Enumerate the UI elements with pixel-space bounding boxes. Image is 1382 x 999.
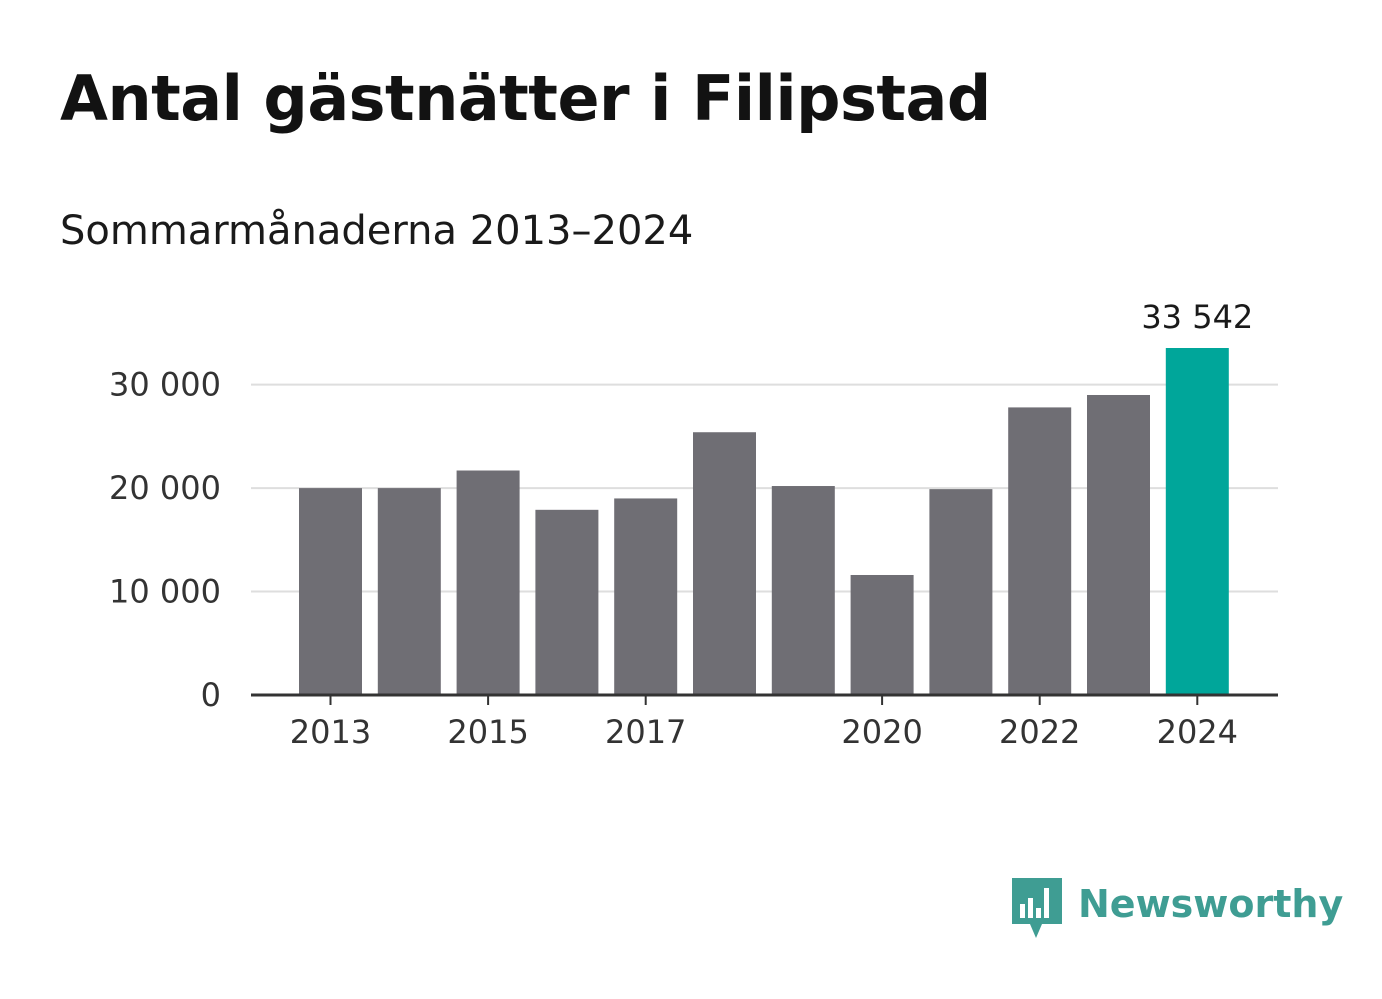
x-tick-label: 2015 <box>447 713 528 751</box>
bar-2016 <box>535 509 599 695</box>
y-tick-label: 10 000 <box>109 573 221 611</box>
newsworthy-chart-bubble-icon <box>1012 878 1062 938</box>
y-tick-label: 0 <box>201 676 221 714</box>
bar-2014 <box>377 488 441 695</box>
newsworthy-logo: Newsworthy <box>1012 878 1343 940</box>
bar-2019 <box>771 486 835 695</box>
bar-2020 <box>850 574 914 695</box>
bar-2022 <box>1008 407 1072 695</box>
bar-2021 <box>929 489 993 695</box>
bar-2023 <box>1087 394 1150 695</box>
bar-2015 <box>456 470 520 695</box>
brand-name: Newsworthy <box>1078 882 1344 926</box>
bar-2024 <box>1165 348 1229 695</box>
x-tick-label: 2017 <box>605 713 686 751</box>
chart-subtitle: Sommarmånaderna 2013–2024 <box>60 208 694 254</box>
x-tick-label: 2013 <box>290 713 371 751</box>
data-label: 33 542 <box>1141 298 1253 336</box>
bar-2013 <box>299 488 362 695</box>
chart-title: Antal gästnätter i Filipstad <box>60 62 991 135</box>
x-tick-label: 2020 <box>841 713 922 751</box>
y-tick-label: 20 000 <box>109 469 221 507</box>
bar-2017 <box>614 498 678 695</box>
x-tick-label: 2024 <box>1157 713 1238 751</box>
y-tick-label: 30 000 <box>109 366 221 404</box>
x-tick-label: 2022 <box>999 713 1080 751</box>
bar-2018 <box>693 432 756 695</box>
